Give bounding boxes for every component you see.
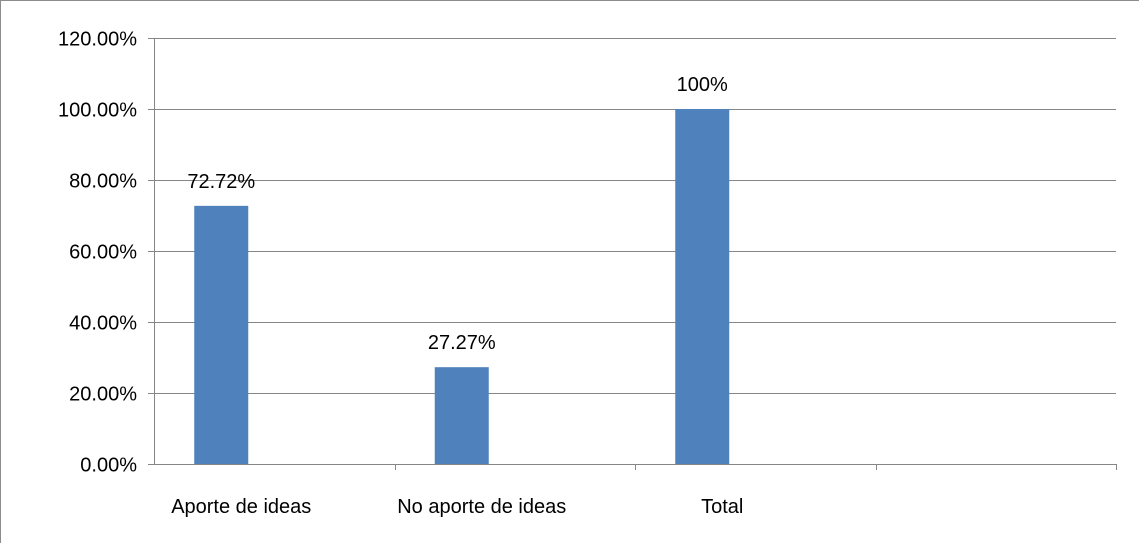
y-tick-label: 120.00% bbox=[58, 29, 137, 51]
gridlines bbox=[154, 38, 1116, 394]
x-tick-labels: Aporte de ideas No aporte de ideas Total bbox=[171, 496, 743, 518]
bar bbox=[434, 367, 489, 464]
y-tick-label: 100.00% bbox=[58, 100, 137, 122]
data-label: 27.27% bbox=[428, 332, 496, 354]
y-tick-labels: 0.00% 20.00% 40.00% 60.00% 80.00% 100.00% 120.… bbox=[58, 29, 137, 477]
x-tick-label: No aporte de ideas bbox=[397, 496, 566, 518]
y-tick-label: 60.00% bbox=[69, 242, 137, 264]
x-tick-label: Aporte de ideas bbox=[171, 496, 311, 518]
data-label: 72.72% bbox=[187, 171, 255, 193]
y-tick-label: 80.00% bbox=[69, 171, 137, 193]
y-tick-label: 0.00% bbox=[80, 455, 137, 477]
bars bbox=[194, 109, 730, 464]
y-tick-label: 20.00% bbox=[69, 384, 137, 406]
y-tick-label: 40.00% bbox=[69, 313, 137, 335]
bar bbox=[194, 205, 249, 464]
x-tick-label: Total bbox=[701, 496, 743, 518]
data-label: 100% bbox=[677, 74, 728, 96]
bar bbox=[675, 109, 730, 464]
data-labels: 72.72% 27.27% 100% bbox=[187, 74, 728, 354]
axes bbox=[148, 38, 1117, 470]
